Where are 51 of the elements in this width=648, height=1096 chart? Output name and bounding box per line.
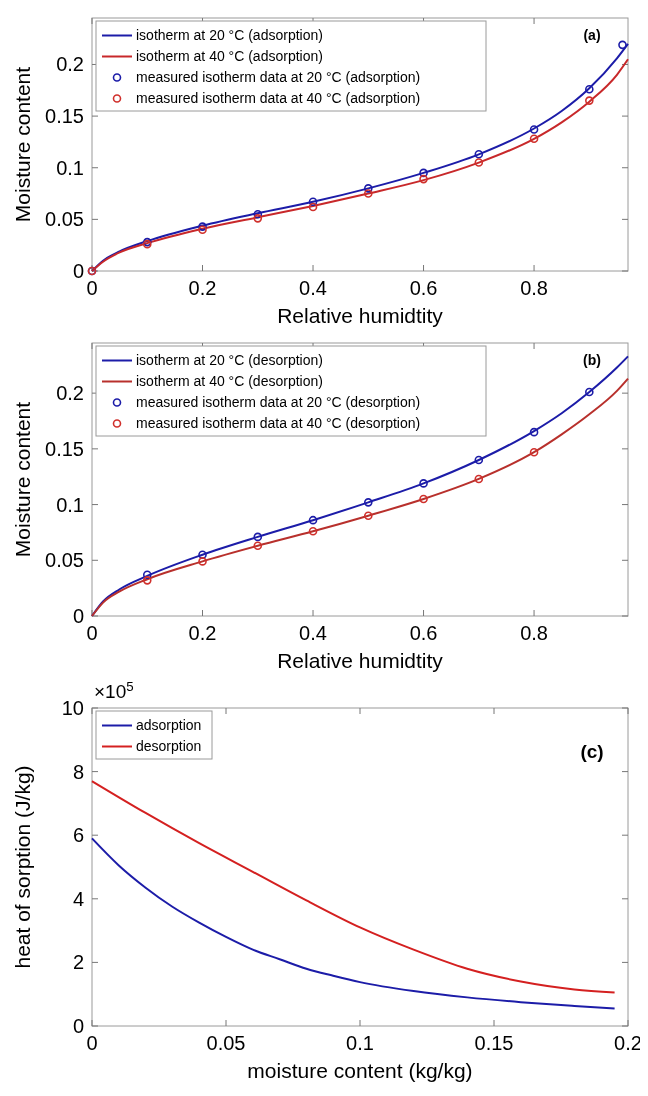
y-tick-label: 0.05 (45, 208, 84, 231)
x-tick-label: 0.05 (206, 1032, 246, 1054)
legend-label: desorption (136, 738, 202, 755)
y-tick-label: 0.2 (56, 382, 84, 405)
y-tick-label: 6 (72, 824, 84, 847)
legend-label: isotherm at 20 °C (adsorption) (136, 27, 323, 44)
x-tick-label: 0.2 (614, 1032, 642, 1054)
y-axis-title: Moisture content (11, 401, 34, 558)
x-axis-title: moisture content (kg/kg) (247, 1059, 473, 1082)
x-tick-label: 0.8 (520, 277, 548, 299)
x-tick-label: 0.4 (299, 622, 327, 644)
legend-label: adsorption (136, 717, 202, 734)
legend-label: isotherm at 20 °C (desorption) (136, 352, 323, 369)
y-tick-label: 10 (61, 697, 84, 719)
legend-label: isotherm at 40 °C (adsorption) (136, 48, 323, 65)
x-tick-label: 0.6 (409, 277, 438, 299)
legend-label: isotherm at 40 °C (desorption) (136, 373, 323, 390)
x-axis-title: Relative humidtity (277, 304, 444, 327)
y-axis-title: Moisture content (11, 66, 34, 223)
x-tick-label: 0.1 (346, 1032, 374, 1054)
x-tick-label: 0.6 (409, 622, 438, 644)
x-axis-title: Relative humidtity (277, 649, 444, 672)
y-tick-label: 4 (72, 887, 84, 910)
x-tick-label: 0.4 (299, 277, 327, 299)
y-tick-label: 0 (72, 1015, 84, 1037)
y-tick-label: 0.05 (45, 549, 84, 572)
annotation: (b) (583, 352, 601, 368)
y-tick-label: 0.1 (56, 493, 84, 516)
x-tick-label: 0 (86, 622, 98, 644)
legend-label: measured isotherm data at 20 °C (desorption) (136, 394, 421, 411)
y-tick-label: 0.15 (45, 105, 84, 128)
annotation: (a) (583, 27, 601, 43)
legend-label: measured isotherm data at 20 °C (adsorption) (136, 69, 421, 86)
y-tick-label: 2 (72, 951, 84, 974)
legend-label: measured isotherm data at 40 °C (adsorption) (136, 90, 421, 107)
y-axis-title: heat of sorption (J/kg) (11, 765, 34, 969)
y-tick-label: 0.2 (56, 53, 84, 76)
legend-label: measured isotherm data at 40 °C (desorption) (136, 415, 421, 432)
x-tick-label: 0 (86, 1032, 98, 1054)
y-tick-label: 0 (72, 260, 84, 282)
x-tick-label: 0.2 (188, 277, 217, 299)
x-tick-label: 0 (86, 277, 98, 299)
annotation: (c) (580, 741, 604, 762)
y-tick-label: 8 (72, 760, 84, 783)
y-tick-label: 0.15 (45, 437, 84, 460)
x-tick-label: 0.8 (520, 622, 548, 644)
y-tick-label: 0 (72, 605, 84, 627)
x-tick-label: 0.2 (188, 622, 217, 644)
y-tick-label: 0.1 (56, 156, 84, 179)
text: ×10$^{5}$ (94, 678, 134, 702)
x-tick-label: 0.15 (474, 1032, 514, 1054)
